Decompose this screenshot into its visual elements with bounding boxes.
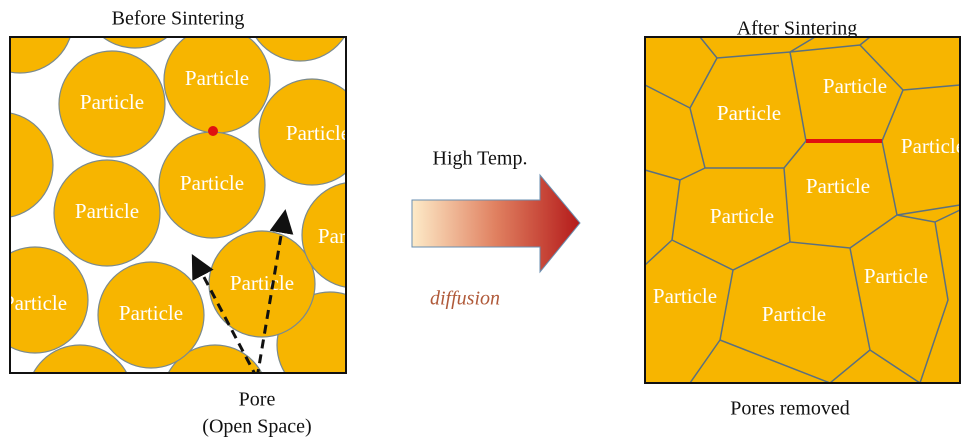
before-frame	[9, 36, 347, 374]
particle-label: Particle	[286, 121, 350, 145]
particle-label: Particle	[180, 171, 244, 195]
particle-label: Particle	[717, 101, 781, 125]
particle-label: Particle	[762, 302, 826, 326]
process-label: High Temp.	[433, 148, 528, 170]
particle-label: Particle	[80, 90, 144, 114]
pore-label: Pore	[239, 389, 276, 411]
particle-label: Particle	[318, 224, 382, 248]
particle-label: Particle	[653, 284, 717, 308]
pore-arrow	[256, 209, 294, 373]
process-sublabel: diffusion	[430, 288, 500, 310]
particle-label: Particle	[230, 271, 294, 295]
pore-arrow	[191, 254, 257, 373]
particle-label: Particle	[75, 199, 139, 223]
particle-label: Particle	[710, 204, 774, 228]
particle-label: Particle	[823, 74, 887, 98]
after-frame	[644, 36, 961, 384]
after-title: After Sintering	[737, 18, 858, 40]
before-title: Before Sintering	[112, 8, 245, 30]
contact-point	[208, 126, 218, 136]
grain-boundaries	[644, 36, 961, 384]
particle-label: Particle	[185, 66, 249, 90]
before-panel: Particle Particle Particle Particle Part…	[3, 37, 382, 373]
particle-label: Particle	[806, 174, 870, 198]
after-labels: Particle Particle Particle Particle Part…	[653, 74, 965, 326]
process-arrow	[411, 173, 581, 274]
particle-label: Particle	[864, 264, 928, 288]
particle-label: Particle	[901, 134, 965, 158]
pore-sublabel: (Open Space)	[202, 416, 311, 438]
particle-label: Particle	[119, 301, 183, 325]
after-caption: Pores removed	[730, 398, 849, 420]
particle-label: Particle	[3, 291, 67, 315]
